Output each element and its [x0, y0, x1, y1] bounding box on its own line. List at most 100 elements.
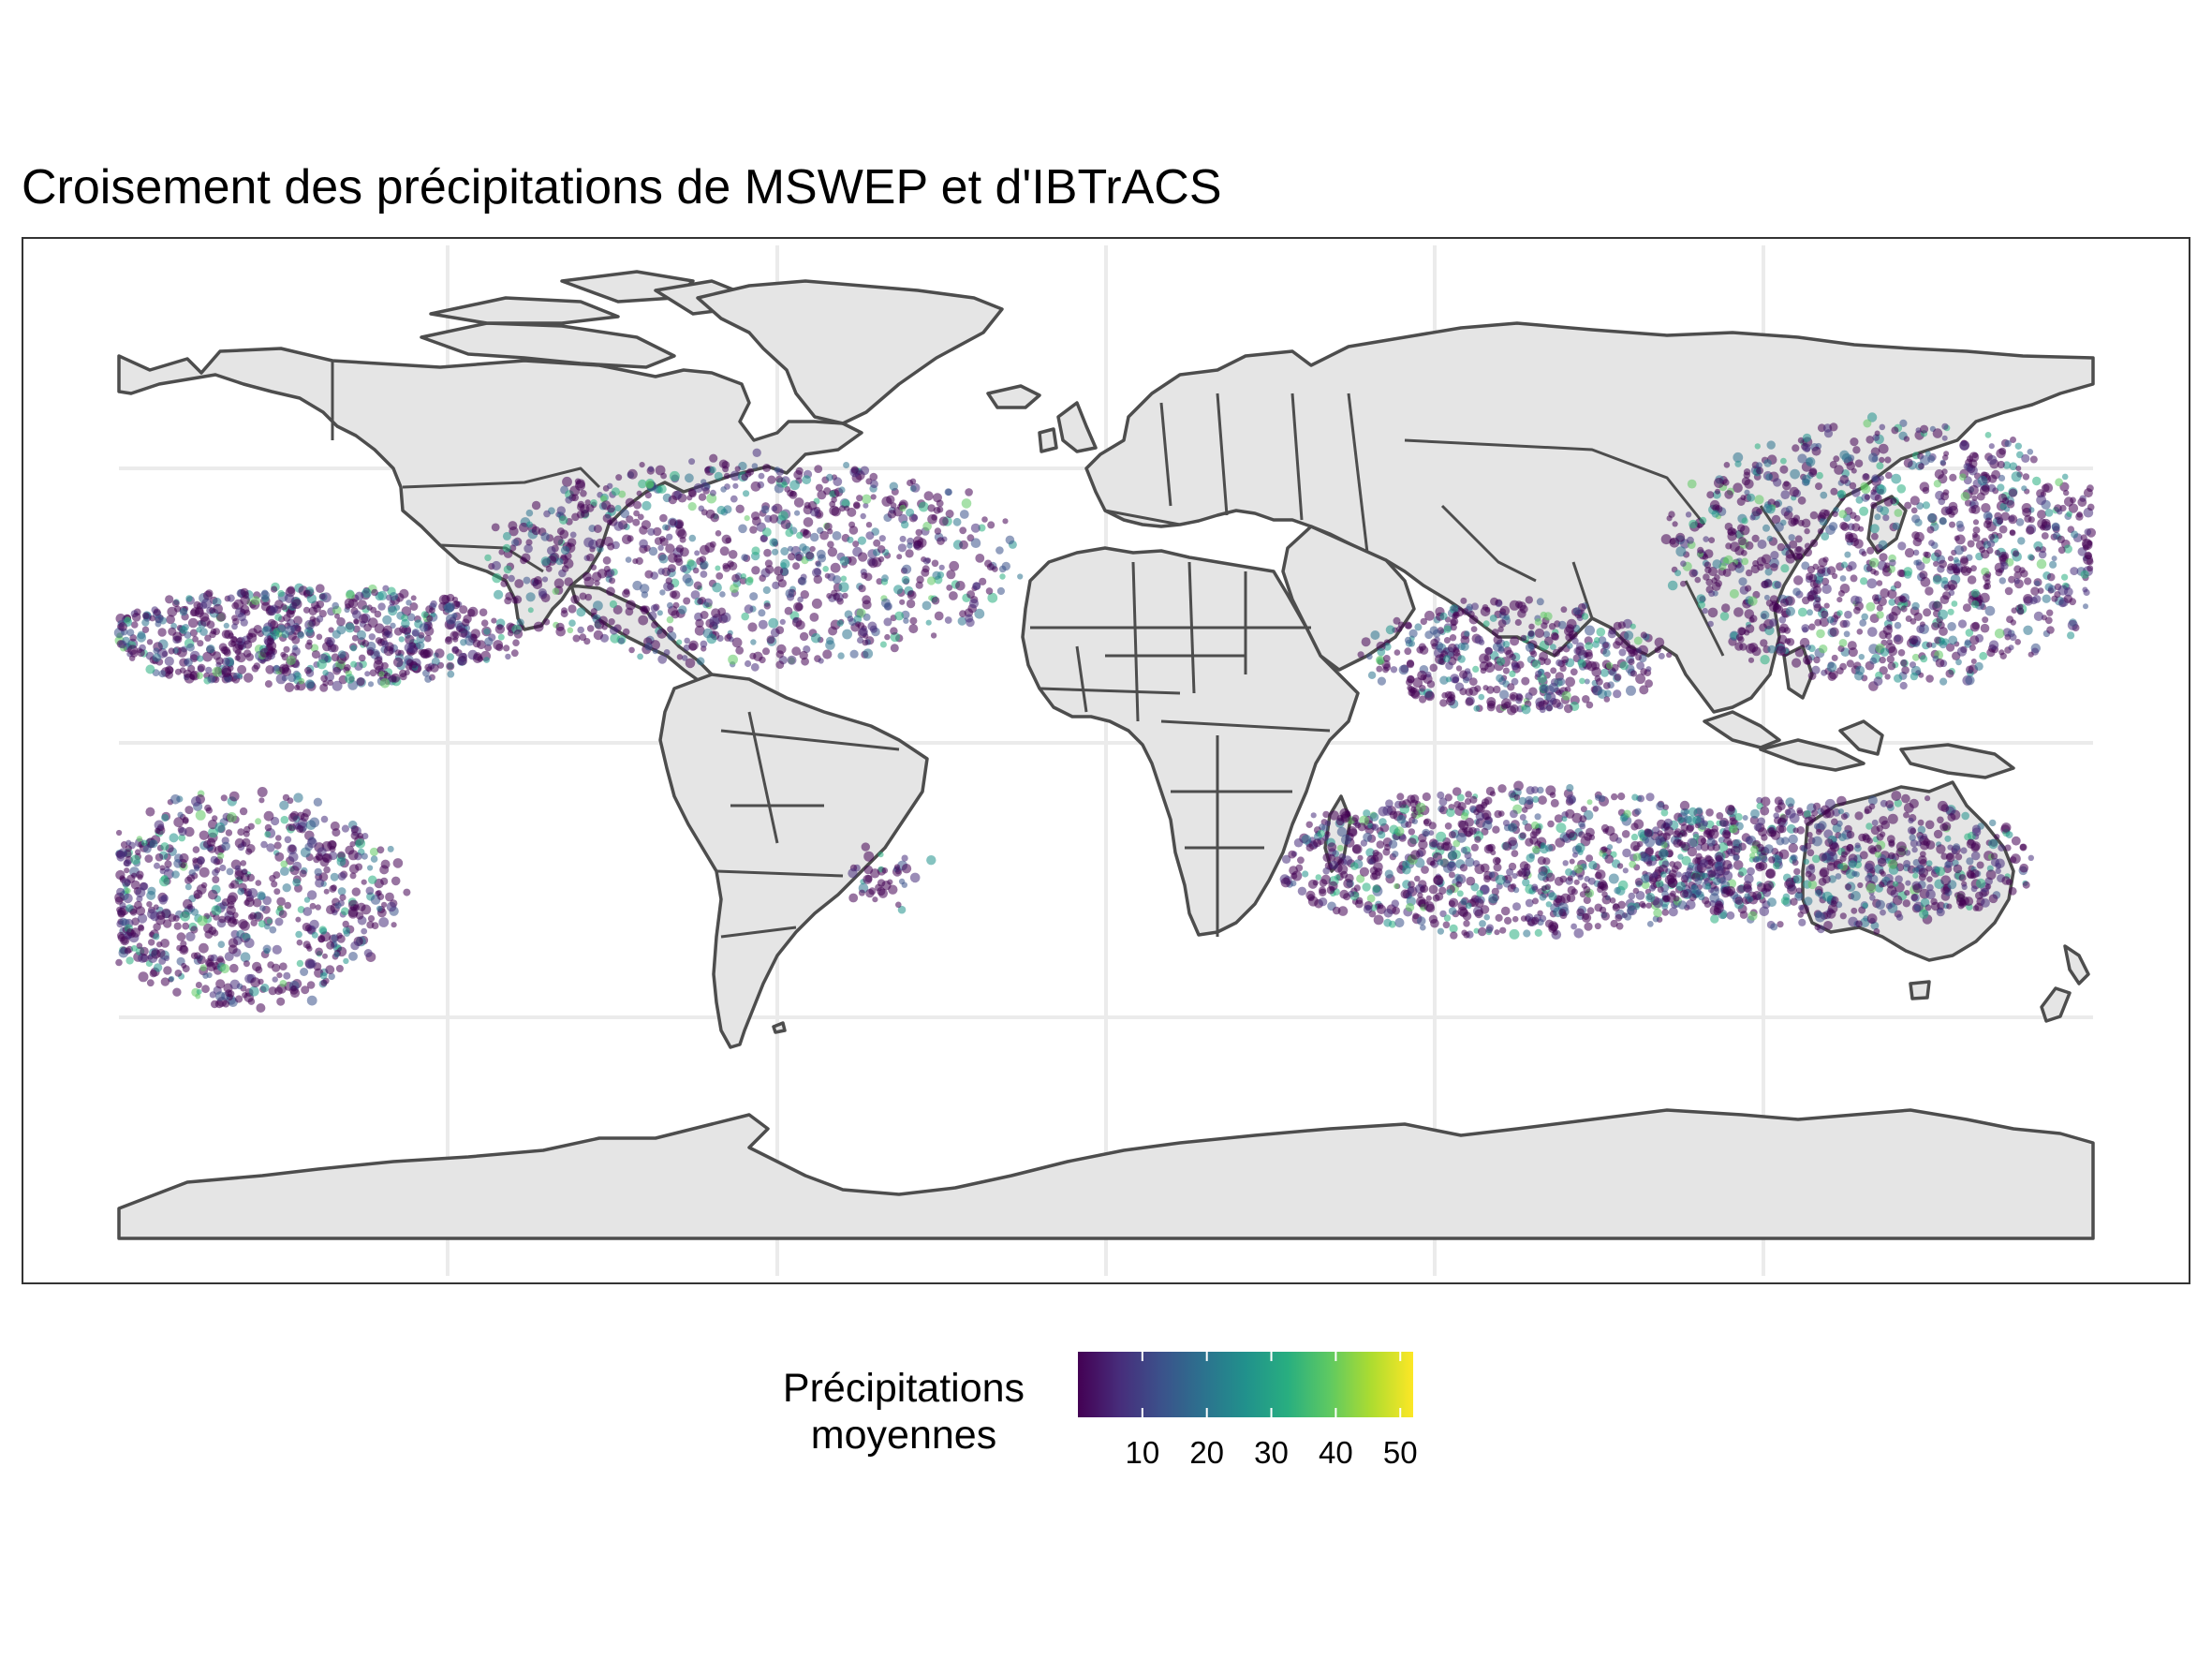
track-point	[2035, 546, 2042, 553]
track-point	[1449, 694, 1456, 702]
track-point	[316, 633, 323, 641]
track-point	[219, 864, 227, 872]
track-point	[1943, 584, 1951, 591]
track-point	[2083, 588, 2090, 597]
track-point	[1585, 701, 1594, 709]
track-point	[652, 648, 658, 655]
track-point	[1561, 816, 1568, 822]
track-point	[579, 592, 587, 600]
cyclone-track-points	[113, 412, 2096, 1013]
track-point	[2008, 575, 2016, 584]
track-point	[1903, 811, 1910, 819]
track-point	[2017, 537, 2026, 545]
track-point	[1924, 586, 1934, 596]
track-point	[1646, 921, 1654, 927]
track-point	[2032, 476, 2042, 486]
track-point	[1866, 546, 1875, 555]
track-point	[1763, 459, 1772, 467]
track-point	[832, 531, 842, 541]
track-point	[2006, 499, 2015, 509]
track-point	[1853, 514, 1861, 522]
track-point	[791, 617, 803, 628]
track-point	[1768, 856, 1776, 864]
track-point	[1373, 914, 1384, 926]
track-point	[311, 650, 320, 659]
track-point	[1370, 630, 1380, 640]
track-point	[1694, 877, 1703, 885]
track-point	[2017, 603, 2024, 610]
track-point	[1787, 884, 1797, 896]
track-point	[1383, 908, 1394, 918]
track-point	[1812, 836, 1822, 847]
track-point	[424, 675, 432, 683]
track-point	[769, 514, 779, 524]
track-point	[696, 657, 705, 666]
track-point	[1876, 611, 1884, 619]
track-point	[435, 648, 445, 659]
track-point	[1528, 623, 1535, 630]
track-point	[1873, 676, 1883, 687]
track-point	[1677, 853, 1684, 860]
track-point	[1453, 839, 1461, 848]
track-point	[1681, 831, 1688, 837]
track-point	[1426, 680, 1436, 689]
track-point	[153, 608, 161, 616]
track-point	[304, 619, 315, 630]
track-point	[625, 497, 635, 508]
track-point	[1809, 539, 1819, 548]
track-point	[472, 639, 481, 648]
track-point	[813, 568, 821, 576]
track-point	[1932, 575, 1942, 585]
track-point	[1715, 854, 1723, 863]
track-point	[1958, 874, 1967, 882]
track-point	[1949, 473, 1957, 481]
track-point	[412, 630, 420, 637]
track-point	[694, 550, 700, 556]
track-point	[985, 587, 994, 595]
track-point	[300, 968, 309, 976]
track-point	[847, 507, 857, 517]
track-point	[1497, 784, 1507, 793]
track-point	[922, 600, 932, 611]
track-point	[1393, 616, 1401, 625]
track-point	[970, 523, 981, 533]
track-point	[1733, 854, 1740, 862]
track-point	[894, 611, 905, 621]
track-point	[1966, 838, 1976, 849]
track-point	[447, 670, 455, 678]
track-point	[688, 458, 696, 466]
track-point	[1998, 474, 2006, 481]
track-point	[1616, 863, 1624, 869]
track-point	[1913, 559, 1920, 566]
track-point	[1734, 813, 1743, 822]
track-point	[1788, 843, 1799, 853]
track-point	[813, 574, 822, 585]
track-point	[1520, 634, 1527, 642]
track-point	[199, 628, 208, 636]
track-point	[526, 521, 533, 528]
track-point	[206, 644, 215, 654]
track-point	[1814, 924, 1821, 931]
track-point	[1556, 659, 1563, 667]
track-point	[1876, 833, 1884, 841]
track-point	[1433, 875, 1443, 885]
track-point	[1534, 618, 1542, 626]
track-point	[1506, 868, 1514, 876]
track-point	[715, 565, 721, 571]
track-point	[1830, 900, 1837, 908]
track-point	[1995, 858, 2005, 869]
track-point	[637, 653, 643, 660]
track-point	[1839, 912, 1847, 920]
track-point	[780, 562, 787, 569]
track-point	[1766, 440, 1776, 450]
track-point	[1504, 916, 1512, 926]
track-point	[1280, 877, 1291, 888]
track-point	[1418, 643, 1426, 651]
track-point	[732, 482, 739, 489]
track-point	[1815, 482, 1822, 491]
track-point	[1797, 496, 1806, 505]
track-point	[792, 562, 801, 570]
track-point	[192, 846, 200, 853]
track-point	[559, 529, 569, 540]
track-point	[540, 556, 551, 567]
